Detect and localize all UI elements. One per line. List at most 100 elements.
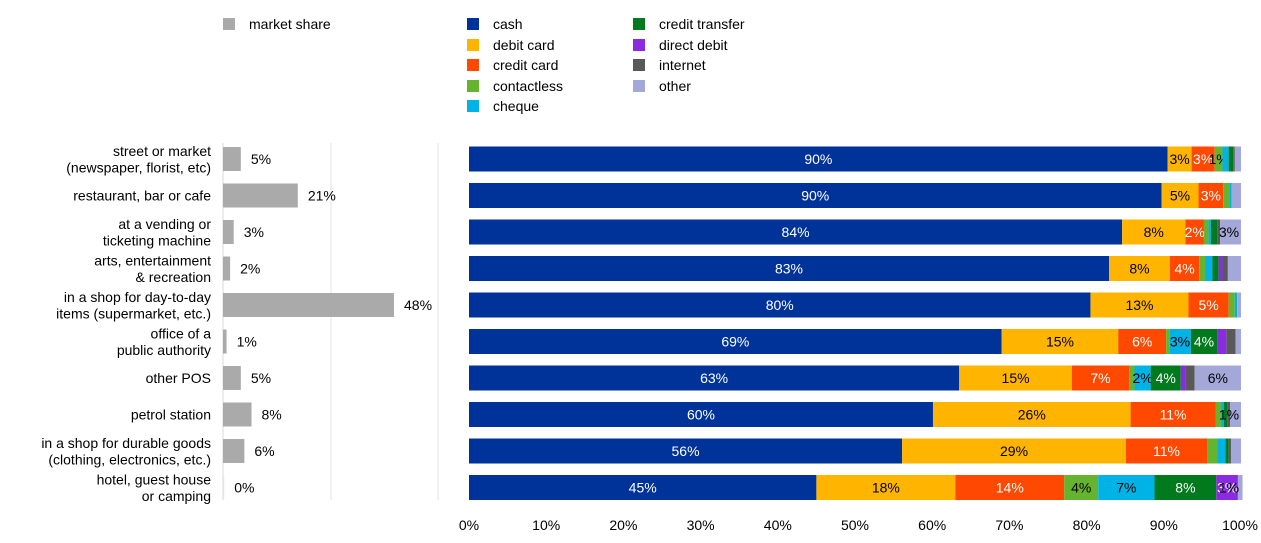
stack-segment-credit-transfer bbox=[1212, 256, 1219, 281]
stack-data-label: 8% bbox=[1175, 480, 1195, 496]
category-label-line: in a shop for durable goods bbox=[41, 435, 211, 451]
category-label: other POS bbox=[146, 370, 211, 386]
stack-segment-internet bbox=[1217, 219, 1221, 245]
category-label-line: arts, entertainment bbox=[94, 252, 211, 268]
market-share-bar bbox=[223, 220, 234, 244]
category-label-line: office of a bbox=[151, 325, 212, 341]
stack-segment-credit-card bbox=[1188, 292, 1229, 318]
category-label-line: (newspaper, florist, etc) bbox=[66, 159, 211, 175]
stack-segment-internet bbox=[1185, 365, 1195, 391]
stack-data-label: 4% bbox=[1175, 261, 1195, 277]
legend-swatch bbox=[633, 38, 645, 51]
stack-segment-credit-card bbox=[1191, 146, 1215, 172]
market-share-label: 3% bbox=[244, 224, 264, 240]
category-label: hotel, guest house or camping bbox=[97, 471, 212, 504]
stack-segment-credit-transfer bbox=[1224, 402, 1228, 427]
stack-data-label: 3% bbox=[1219, 224, 1239, 240]
legend-swatch bbox=[633, 59, 645, 71]
stack-segment-debit-card bbox=[1001, 329, 1119, 354]
stack-data-label: 90% bbox=[804, 151, 832, 167]
stack-segment-credit-card bbox=[1118, 329, 1167, 354]
stack-segment-debit-card bbox=[1167, 146, 1192, 172]
stack-data-label: 4% bbox=[1071, 480, 1091, 496]
stack-segment-credit-card bbox=[1198, 183, 1224, 208]
category-label-line: street or market bbox=[113, 143, 211, 159]
stack-segment-cheque bbox=[1098, 475, 1155, 500]
stack-data-label: 7% bbox=[1090, 370, 1110, 386]
category-label: in a shop for day-to-day items (supermark… bbox=[56, 289, 211, 322]
category-label-line: ticketing machine bbox=[103, 232, 211, 248]
stack-segment-cash bbox=[469, 183, 1162, 208]
stack-data-label: 60% bbox=[687, 407, 715, 423]
legend-label: direct debit bbox=[659, 36, 728, 53]
market-share-label: 48% bbox=[404, 297, 432, 313]
stack-segment-credit-card bbox=[1071, 365, 1130, 391]
market-share-label: 8% bbox=[262, 407, 282, 423]
x-tick-label: 40% bbox=[764, 517, 792, 533]
stack-data-label: 1% bbox=[1219, 480, 1239, 496]
stack-segment-debit-card bbox=[1122, 219, 1186, 245]
stack-segment-contactless bbox=[1207, 438, 1218, 464]
category-label-line: items (supermarket, etc.) bbox=[56, 305, 211, 321]
stack-segment-cash bbox=[469, 365, 960, 391]
legend-label: credit card bbox=[493, 57, 559, 73]
stack-segment-direct-debit bbox=[1216, 475, 1238, 500]
category-label-line: in a shop for day-to-day bbox=[64, 289, 211, 305]
stack-data-label: 15% bbox=[1002, 370, 1030, 386]
market-share-label: 1% bbox=[237, 334, 257, 350]
stack-segment-cheque bbox=[1220, 402, 1225, 427]
stack-data-label: 5% bbox=[1170, 188, 1190, 204]
stack-segment-other bbox=[1237, 292, 1241, 318]
stack-segment-other bbox=[1230, 438, 1241, 464]
x-tick-label: 20% bbox=[609, 517, 637, 533]
category-label-line: or camping bbox=[142, 488, 211, 504]
stack-segment-contactless bbox=[1223, 183, 1230, 208]
stack-data-label: 83% bbox=[775, 261, 803, 277]
stack-data-label: 80% bbox=[766, 297, 794, 313]
stack-data-label: 4% bbox=[1156, 370, 1176, 386]
stack-segment-cheque bbox=[1234, 292, 1238, 318]
market-share-bar bbox=[223, 147, 241, 171]
stack-segment-cash bbox=[469, 256, 1109, 281]
x-tick-label: 100% bbox=[1222, 517, 1258, 533]
legend-label: debit card bbox=[493, 36, 555, 53]
market-share-label: 2% bbox=[240, 261, 260, 277]
stack-data-label: 3% bbox=[1217, 480, 1237, 496]
stack-segment-credit-card bbox=[1169, 256, 1200, 281]
stack-segment-credit-transfer bbox=[1190, 329, 1218, 354]
category-label: at a vending or ticketing machine bbox=[103, 216, 212, 249]
category-label-line: public authority bbox=[117, 342, 211, 358]
x-tick-label: 30% bbox=[687, 517, 715, 533]
stack-data-label: 14% bbox=[996, 480, 1024, 496]
stack-segment-internet bbox=[1222, 256, 1228, 281]
stack-data-label: 1% bbox=[1219, 407, 1239, 423]
stack-segment-contactless bbox=[1199, 256, 1206, 281]
stack-segment-debit-card bbox=[816, 475, 956, 500]
market-share-bar bbox=[223, 256, 231, 281]
legend-label: cheque bbox=[493, 98, 539, 114]
stack-data-label: 8% bbox=[1129, 261, 1149, 277]
stack-segment-cash bbox=[469, 219, 1123, 245]
stack-segment-contactless bbox=[1129, 365, 1135, 391]
x-tick-label: 70% bbox=[995, 517, 1023, 533]
market-share-label: 5% bbox=[251, 370, 271, 386]
x-tick-label: 10% bbox=[532, 517, 560, 533]
stack-segment-internet bbox=[1226, 329, 1236, 354]
market-share-bar bbox=[223, 439, 245, 463]
stack-segment-contactless bbox=[1228, 292, 1235, 318]
market-share-label: 6% bbox=[254, 443, 274, 459]
stack-segment-other bbox=[1231, 183, 1241, 208]
category-label: petrol station bbox=[131, 407, 211, 423]
stack-segment-contactless bbox=[1214, 146, 1223, 172]
stack-data-label: 56% bbox=[672, 443, 700, 459]
x-tick-label: 50% bbox=[841, 517, 869, 533]
category-label-line: hotel, guest house bbox=[97, 471, 212, 487]
category-label-line: other POS bbox=[146, 370, 211, 386]
stack-segment-debit-card bbox=[1090, 292, 1189, 318]
x-tick-label: 80% bbox=[1073, 517, 1101, 533]
legend-swatch bbox=[467, 38, 479, 51]
stack-data-label: 11% bbox=[1160, 407, 1187, 423]
stack-data-label: 29% bbox=[1000, 443, 1028, 459]
stack-segment-internet bbox=[1233, 146, 1235, 172]
